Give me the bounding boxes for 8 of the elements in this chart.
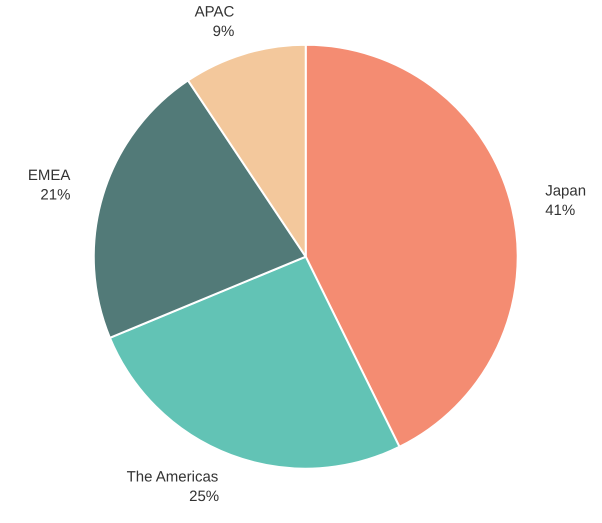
slice-label: EMEA (28, 167, 70, 184)
slice-label: APAC (194, 3, 235, 20)
data-label: 41% (545, 202, 576, 220)
data-label: 9% (212, 22, 234, 40)
slice-label: The Americas (126, 468, 218, 486)
data-label: 21% (40, 186, 70, 204)
data-label: 25% (189, 488, 220, 505)
slice-label: Japan (545, 182, 586, 200)
